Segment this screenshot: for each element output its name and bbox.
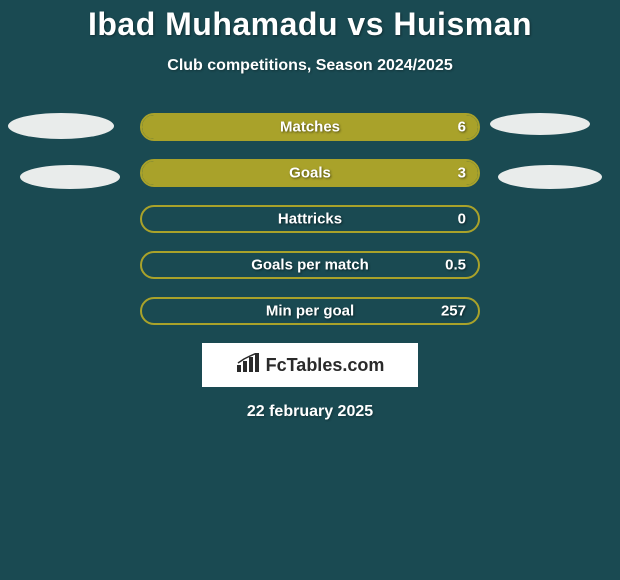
- stat-value: 257: [441, 303, 466, 320]
- page-subtitle: Club competitions, Season 2024/2025: [0, 57, 620, 75]
- brand-text: FcTables.com: [266, 355, 385, 376]
- stat-row: Goals per match 0.5: [0, 251, 620, 279]
- page-title: Ibad Muhamadu vs Huisman: [0, 6, 620, 43]
- stat-label: Goals: [289, 165, 331, 182]
- stat-label: Goals per match: [251, 257, 369, 274]
- brand-badge: FcTables.com: [202, 343, 418, 387]
- stat-row: Min per goal 257: [0, 297, 620, 325]
- stat-value: 0.5: [445, 257, 466, 274]
- stat-row: Goals 3: [0, 159, 620, 187]
- stat-bar: Goals per match 0.5: [140, 251, 480, 279]
- stat-bar: Matches 6: [140, 113, 480, 141]
- stat-value: 0: [458, 211, 466, 228]
- bar-chart-icon: [236, 353, 260, 378]
- stat-label: Hattricks: [278, 211, 342, 228]
- stat-label: Matches: [280, 119, 340, 136]
- stat-row: Matches 6: [0, 113, 620, 141]
- stat-bar: Goals 3: [140, 159, 480, 187]
- stat-bar: Min per goal 257: [140, 297, 480, 325]
- stat-value: 6: [458, 119, 466, 136]
- stat-row: Hattricks 0: [0, 205, 620, 233]
- infographic-container: Ibad Muhamadu vs Huisman Club competitio…: [0, 0, 620, 421]
- stat-bar: Hattricks 0: [140, 205, 480, 233]
- stat-label: Min per goal: [266, 303, 354, 320]
- stat-value: 3: [458, 165, 466, 182]
- footer-date: 22 february 2025: [0, 403, 620, 421]
- chart-area: Matches 6 Goals 3 Hattricks 0 Goals per …: [0, 113, 620, 421]
